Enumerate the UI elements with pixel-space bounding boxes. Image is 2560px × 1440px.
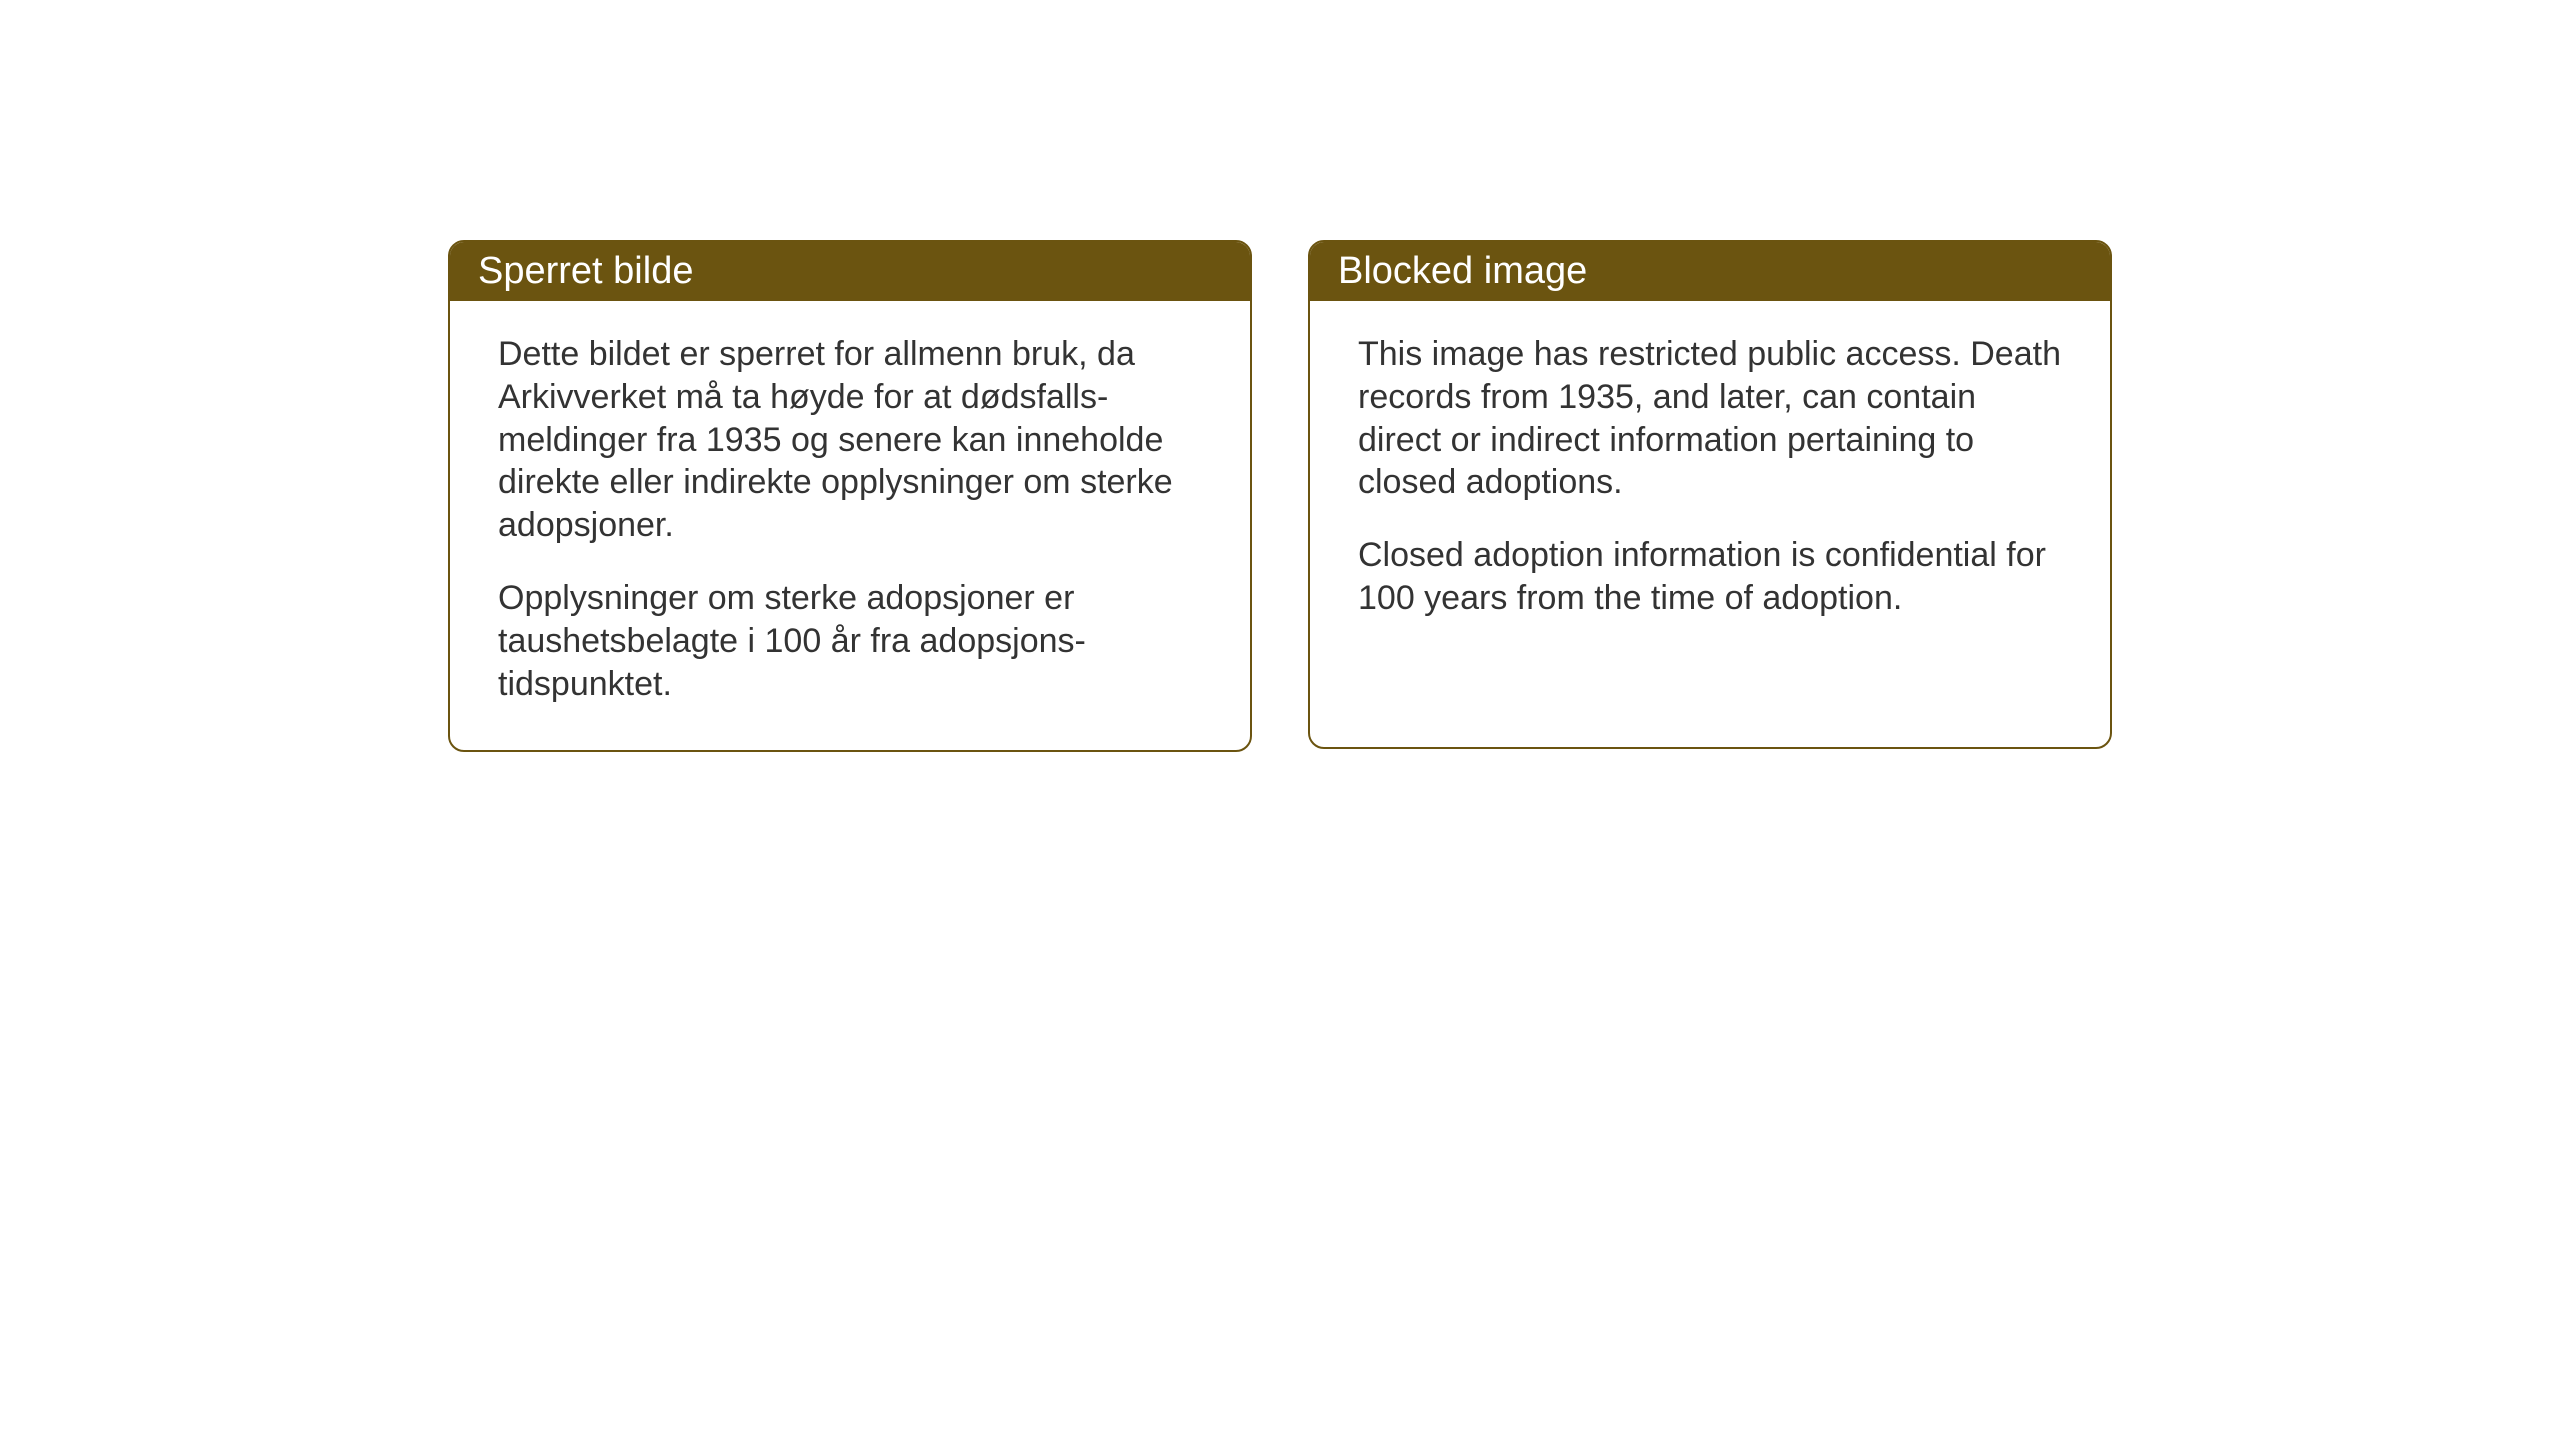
norwegian-card-body: Dette bildet er sperret for allmenn bruk… (450, 301, 1250, 750)
norwegian-paragraph-1: Dette bildet er sperret for allmenn bruk… (498, 333, 1202, 547)
english-notice-card: Blocked image This image has restricted … (1308, 240, 2112, 749)
norwegian-paragraph-2: Opplysninger om sterke adopsjoner er tau… (498, 577, 1202, 705)
norwegian-card-title: Sperret bilde (450, 242, 1250, 301)
english-card-title: Blocked image (1310, 242, 2110, 301)
english-paragraph-2: Closed adoption information is confident… (1358, 534, 2062, 620)
norwegian-notice-card: Sperret bilde Dette bildet er sperret fo… (448, 240, 1252, 752)
english-card-body: This image has restricted public access.… (1310, 301, 2110, 664)
notice-container: Sperret bilde Dette bildet er sperret fo… (448, 240, 2112, 752)
english-paragraph-1: This image has restricted public access.… (1358, 333, 2062, 504)
